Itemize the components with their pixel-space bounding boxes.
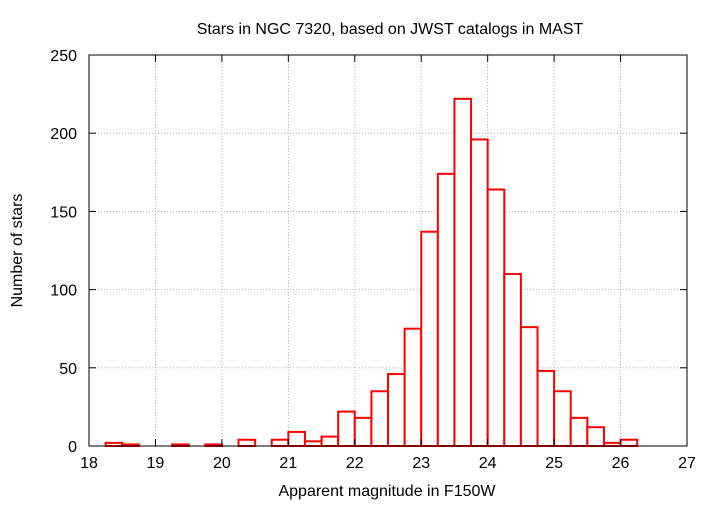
axis-ticks: 18 19 20 21 22 23 24 25 26 27 0 50 100 150 200 250 xyxy=(50,48,696,472)
histogram-bar xyxy=(370,390,389,448)
y-tick-label: 50 xyxy=(59,361,77,378)
x-tick-label: 26 xyxy=(612,455,630,472)
x-tick-label: 25 xyxy=(545,455,563,472)
x-tick-label: 21 xyxy=(279,455,297,472)
y-tick-label: 250 xyxy=(50,48,77,65)
histogram-bar xyxy=(486,188,506,447)
bars xyxy=(104,97,639,448)
chart-title: Stars in NGC 7320, based on JWST catalog… xyxy=(197,21,584,38)
histogram-bar xyxy=(519,326,539,447)
histogram-bar xyxy=(586,426,605,447)
histogram-bar xyxy=(470,138,489,447)
y-tick-label: 150 xyxy=(50,204,77,221)
histogram-bar xyxy=(420,230,439,447)
y-axis-label: Number of stars xyxy=(9,194,26,308)
histogram-bar xyxy=(320,435,340,447)
x-tick-label: 27 xyxy=(678,455,696,472)
x-tick-label: 18 xyxy=(80,455,98,472)
y-tick-label: 0 xyxy=(68,439,77,456)
histogram-bar xyxy=(453,97,473,448)
histogram-bar xyxy=(619,438,639,447)
histogram-bar xyxy=(270,438,290,447)
histogram-bar xyxy=(403,327,423,448)
histogram-bar xyxy=(237,438,257,447)
histogram-bar xyxy=(337,410,356,448)
x-tick-label: 20 xyxy=(213,455,231,472)
x-tick-label: 24 xyxy=(479,455,497,472)
histogram-bar xyxy=(303,440,323,448)
histogram-bar xyxy=(503,272,522,447)
x-tick-label: 23 xyxy=(412,455,430,472)
histogram-bar xyxy=(387,373,406,447)
histogram-bar xyxy=(569,416,589,447)
y-tick-label: 100 xyxy=(50,283,77,300)
plot-frame xyxy=(88,54,688,447)
x-tick-label: 22 xyxy=(346,455,364,472)
histogram-bar xyxy=(553,390,572,448)
x-tick-label: 19 xyxy=(147,455,165,472)
histogram-bar xyxy=(353,416,373,447)
histogram-bar xyxy=(536,369,556,448)
y-tick-label: 200 xyxy=(50,126,77,143)
x-axis-label: Apparent magnitude in F150W xyxy=(278,483,496,500)
histogram-bar xyxy=(436,172,456,447)
histogram-bar xyxy=(287,430,306,448)
